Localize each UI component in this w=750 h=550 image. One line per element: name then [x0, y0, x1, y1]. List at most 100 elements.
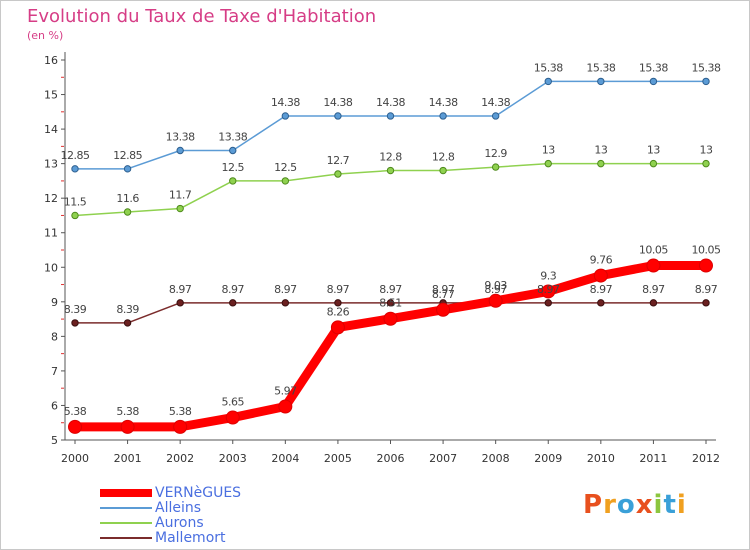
- data-label-mallemort: 8.97: [590, 283, 613, 296]
- data-point-mallemort: [123, 319, 132, 327]
- data-point-vernegues: [646, 258, 661, 273]
- logo-letter: i: [653, 490, 664, 520]
- data-label-aurons: 13: [700, 144, 713, 157]
- y-tick-label: 5: [51, 434, 58, 447]
- data-point-aurons: [176, 204, 184, 213]
- data-label-mallemort: 8.97: [274, 283, 297, 296]
- y-tick-label: 8: [51, 330, 58, 343]
- data-label-vernegues: 8.26: [327, 305, 350, 318]
- legend-item-alleins: Alleins: [100, 500, 201, 516]
- data-label-mallemort: 8.97: [169, 283, 192, 296]
- logo-letter: t: [663, 490, 677, 520]
- y-tick-label: 12: [44, 192, 58, 205]
- data-label-vernegues: 5.38: [169, 405, 192, 418]
- data-point-aurons: [649, 159, 658, 168]
- data-point-aurons: [544, 159, 552, 168]
- data-label-mallemort: 8.97: [327, 283, 350, 296]
- logo-letter: i: [676, 490, 687, 520]
- data-point-mallemort: [334, 299, 342, 307]
- x-tick-label: 2003: [219, 452, 247, 465]
- data-label-vernegues: 8.77: [432, 288, 455, 301]
- data-label-alleins: 15.38: [586, 61, 615, 74]
- x-tick-label: 2009: [534, 452, 562, 465]
- y-tick-label: 9: [51, 296, 58, 309]
- data-label-mallemort: 8.97: [537, 283, 560, 296]
- data-point-aurons: [229, 177, 237, 185]
- data-point-alleins: [702, 77, 710, 86]
- data-label-aurons: 12.8: [379, 151, 402, 164]
- data-point-alleins: [334, 112, 342, 120]
- data-label-alleins: 13.38: [218, 131, 247, 144]
- data-label-aurons: 12.5: [222, 161, 245, 174]
- data-label-alleins: 12.85: [61, 149, 90, 162]
- data-point-aurons: [71, 211, 79, 220]
- logo-letter: P: [583, 490, 604, 520]
- data-point-vernegues: [383, 311, 398, 326]
- y-tick-label: 15: [44, 89, 58, 102]
- legend-swatch: [100, 489, 152, 497]
- x-tick-label: 2008: [482, 452, 510, 465]
- data-point-alleins: [439, 112, 447, 120]
- x-tick-label: 2007: [429, 452, 457, 465]
- data-point-alleins: [597, 77, 605, 86]
- data-point-aurons: [386, 166, 395, 175]
- data-point-vernegues: [436, 302, 451, 317]
- data-label-alleins: 14.38: [481, 96, 510, 109]
- data-label-alleins: 14.38: [323, 96, 352, 109]
- legend-swatch: [100, 507, 152, 509]
- x-tick-label: 2004: [271, 452, 299, 465]
- data-label-mallemort: 8.97: [484, 283, 507, 296]
- data-label-vernegues: 5.38: [64, 405, 87, 418]
- data-point-mallemort: [71, 319, 79, 327]
- data-point-alleins: [123, 165, 132, 173]
- data-label-aurons: 12.5: [274, 161, 297, 174]
- legend-label: Mallemort: [155, 530, 226, 546]
- legend-label: Alleins: [155, 500, 202, 516]
- data-label-alleins: 12.85: [113, 149, 142, 162]
- data-point-vernegues: [699, 258, 713, 273]
- data-point-aurons: [439, 166, 447, 175]
- y-tick-label: 6: [51, 399, 58, 412]
- data-point-alleins: [176, 146, 184, 155]
- data-label-aurons: 12.8: [432, 151, 455, 164]
- data-point-vernegues: [120, 419, 135, 434]
- data-point-mallemort: [544, 299, 552, 307]
- x-tick-label: 2012: [692, 452, 720, 465]
- data-point-mallemort: [597, 299, 605, 307]
- data-label-aurons: 13: [594, 144, 607, 157]
- data-label-aurons: 12.7: [327, 154, 350, 167]
- data-label-aurons: 11.6: [116, 192, 139, 205]
- data-label-aurons: 13: [542, 144, 555, 157]
- data-label-aurons: 13: [647, 144, 660, 157]
- y-tick-label: 10: [44, 261, 58, 274]
- proxiti-logo: Proxiti: [583, 490, 687, 520]
- data-label-alleins: 15.38: [639, 61, 668, 74]
- logo-letter: o: [616, 490, 636, 520]
- x-tick-label: 2005: [324, 452, 352, 465]
- data-label-mallemort: 8.97: [432, 283, 455, 296]
- data-point-vernegues: [541, 284, 556, 299]
- legend-item-mallemort: Mallemort: [100, 530, 226, 546]
- data-label-alleins: 14.38: [429, 96, 458, 109]
- x-tick-label: 2006: [377, 452, 405, 465]
- data-label-mallemort: 8.97: [379, 283, 402, 296]
- data-label-vernegues: 10.05: [692, 244, 721, 257]
- y-tick-label: 14: [44, 123, 58, 136]
- data-label-vernegues: 5.38: [116, 405, 139, 418]
- data-label-mallemort: 8.97: [695, 283, 718, 296]
- y-tick-label: 13: [44, 158, 58, 171]
- data-point-mallemort: [229, 299, 237, 307]
- data-label-alleins: 14.38: [376, 96, 405, 109]
- legend-swatch: [100, 522, 152, 524]
- y-tick-label: 16: [44, 54, 58, 67]
- data-point-vernegues: [68, 419, 82, 434]
- data-label-alleins: 13.38: [166, 131, 195, 144]
- chart-title: Evolution du Taux de Taxe d'Habitation: [27, 6, 377, 27]
- x-tick-label: 2001: [114, 452, 142, 465]
- legend-label: VERNèGUES: [155, 485, 242, 501]
- data-label-mallemort: 8.97: [642, 283, 665, 296]
- data-label-alleins: 14.38: [271, 96, 300, 109]
- data-point-alleins: [386, 112, 395, 120]
- data-point-vernegues: [225, 410, 240, 425]
